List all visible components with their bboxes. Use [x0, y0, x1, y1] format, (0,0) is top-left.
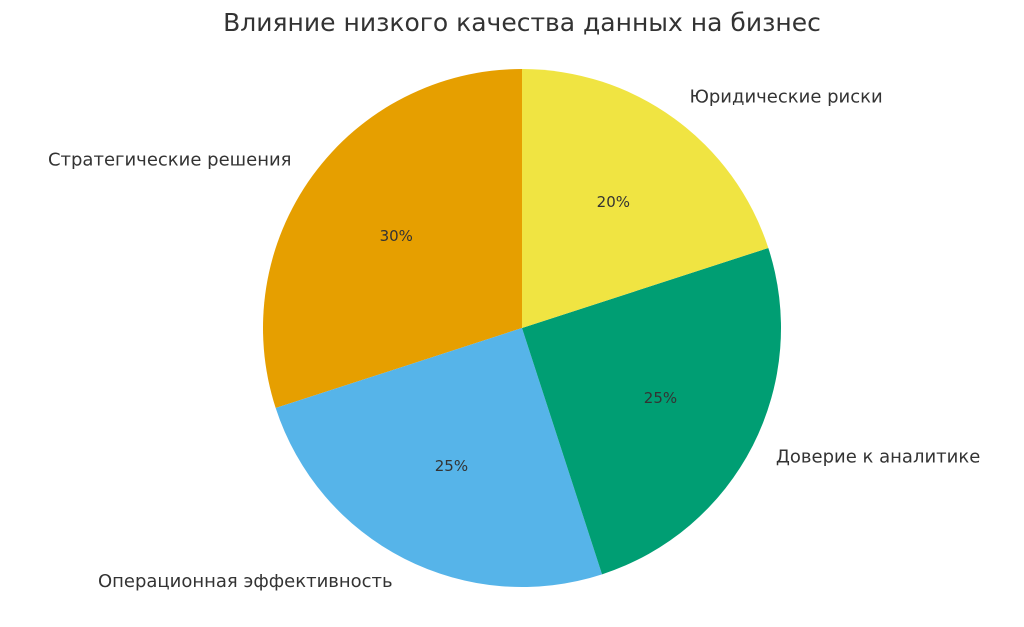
pie-slice [263, 69, 522, 409]
percent-label: 20% [597, 193, 630, 211]
percent-label: 25% [644, 389, 677, 407]
percent-label: 30% [380, 227, 413, 245]
pie-slice [522, 247, 781, 575]
percent-label: 25% [435, 457, 468, 475]
slice-label: Доверие к аналитике [776, 446, 980, 467]
pie-slice [522, 68, 769, 329]
chart-title: Влияние низкого качества данных на бизне… [223, 8, 821, 37]
pie-slice [275, 328, 603, 588]
slice-label: Стратегические решения [48, 150, 292, 171]
slice-label: Юридические риски [689, 87, 882, 108]
slice-label: Операционная эффективность [98, 571, 393, 592]
